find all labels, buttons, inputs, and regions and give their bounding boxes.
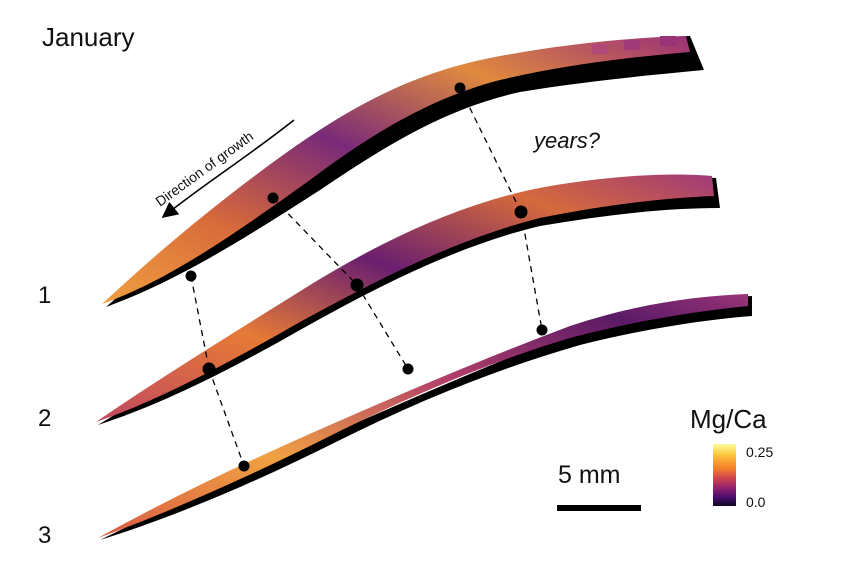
correlation-line (459, 87, 522, 213)
row-label-2: 2 (38, 405, 52, 432)
scale-bar-label: 5 mm (558, 461, 621, 489)
marker-dot (350, 278, 364, 292)
colorbar-max-label: 0.25 (746, 444, 774, 460)
shell-section-3 (98, 294, 752, 540)
marker-dot (536, 324, 548, 336)
marker-dot (514, 205, 528, 219)
row-label-3: 3 (38, 522, 52, 549)
row-label-1: 1 (38, 282, 52, 309)
correlation-line (356, 284, 409, 370)
correlation-lines (190, 87, 543, 467)
scale-bar (557, 505, 641, 511)
shell-section-1 (102, 36, 704, 307)
correlation-line (190, 275, 210, 370)
correlation-line (272, 197, 358, 286)
colorbar (713, 444, 736, 506)
figure-title: January (42, 22, 135, 52)
marker-dots (185, 82, 548, 472)
marker-dot (185, 270, 197, 282)
marker-dot (454, 82, 466, 94)
marker-dot (238, 460, 250, 472)
marker-dot (202, 362, 216, 376)
correlation-line (208, 368, 245, 467)
marker-dot (402, 363, 414, 375)
colorbar-title: Mg/Ca (690, 404, 767, 434)
marker-dot (267, 192, 279, 204)
colorbar-min-label: 0.0 (746, 494, 766, 510)
years-annotation: years? (534, 128, 601, 153)
correlation-line (520, 211, 543, 331)
shell-section-2 (96, 174, 720, 425)
growth-arrow (161, 119, 295, 218)
